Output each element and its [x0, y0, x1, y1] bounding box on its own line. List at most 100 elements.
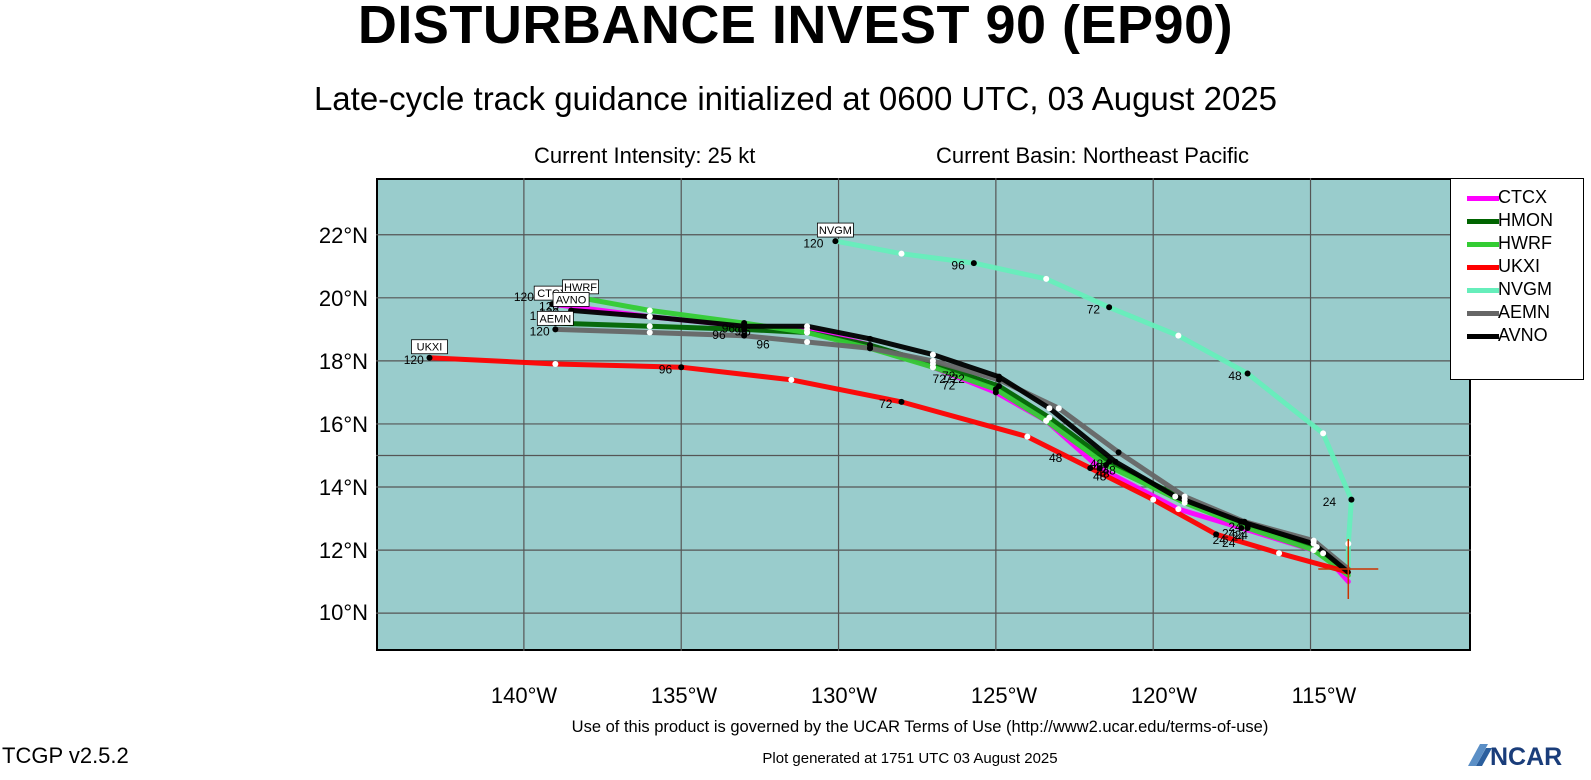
track-point [929, 364, 936, 371]
track-point [1348, 496, 1355, 503]
track-point [788, 376, 795, 383]
forecast-hour-label: 48 [1049, 451, 1063, 465]
legend-item-ukxi: UKXI [1451, 256, 1585, 279]
forecast-hour-label: 96 [712, 328, 726, 342]
forecast-hour-label: 48 [1102, 463, 1116, 477]
track-end-label: AVNO [556, 294, 587, 306]
track-point [1150, 496, 1157, 503]
forecast-hour-label: 96 [734, 325, 748, 339]
forecast-hour-label: 96 [659, 363, 673, 377]
track-point [898, 250, 905, 257]
track-point [1112, 458, 1119, 465]
lat-label: 12°N [318, 538, 368, 563]
forecast-hour-label: 72 [942, 378, 956, 392]
lon-label: 130°W [810, 683, 878, 708]
track-point [898, 398, 905, 405]
forecast-hour-label: 24 [1222, 536, 1236, 550]
lat-label: 20°N [318, 286, 368, 311]
forecast-hour-label: 24 [1213, 533, 1227, 547]
forecast-hour-label: 72 [942, 369, 956, 383]
forecast-hour-label: 72 [933, 372, 947, 386]
version-label: TCGP v2.5.2 [2, 743, 129, 768]
track-point [804, 338, 811, 345]
track-point [867, 345, 874, 352]
track-point [1115, 449, 1122, 456]
page-subtitle: Late-cycle track guidance initialized at… [313, 80, 1278, 117]
forecast-hour-label: 96 [756, 337, 770, 351]
track-point [1238, 525, 1245, 532]
track-point [426, 354, 433, 361]
forecast-hour-label: 24 [1323, 495, 1337, 509]
legend-label: HWRF [1498, 233, 1552, 253]
track-point [970, 260, 977, 267]
current-basin: Current Basin: Northeast Pacific [936, 143, 1250, 168]
legend-swatch [1467, 196, 1499, 201]
track-point [1175, 332, 1182, 339]
forecast-hour-label: 96 [737, 325, 751, 339]
track-point [1172, 493, 1179, 500]
forecast-hour-label: 24 [1231, 530, 1245, 544]
track-point [804, 323, 811, 330]
forecast-hour-label: 120 [514, 290, 534, 304]
lon-label: 140°W [490, 683, 558, 708]
forecast-hour-label: 48 [1228, 369, 1242, 383]
track-end-box [816, 222, 854, 238]
forecast-hour-label: 72 [945, 372, 959, 386]
lon-label: 115°W [1291, 683, 1357, 708]
legend-swatch [1467, 288, 1499, 293]
legend-swatch [1467, 242, 1499, 247]
generated-timestamp: Plot generated at 1751 UTC 03 August 202… [762, 750, 1058, 767]
track-point [1181, 493, 1188, 500]
track-point [1181, 499, 1188, 506]
legend-label: UKXI [1498, 256, 1541, 276]
legend: CTCX HMON HWRF UKXI NVGM AEMN AVNO [1450, 178, 1584, 380]
lon-label: 135°W [650, 683, 718, 708]
forecast-hour-label: 120 [803, 236, 823, 250]
legend-label: CTCX [1498, 187, 1547, 207]
track-point [1213, 531, 1220, 538]
track-point [1043, 417, 1050, 424]
track-point [1310, 540, 1317, 547]
lat-label: 14°N [318, 475, 368, 500]
legend-swatch [1467, 334, 1499, 339]
track-point [1106, 304, 1113, 311]
track-end-label: AEMN [539, 313, 571, 325]
track-point [741, 323, 748, 330]
svg-text:NCAR: NCAR [1490, 743, 1562, 770]
track-point [929, 351, 936, 358]
track-point [996, 373, 1003, 380]
track-point [552, 326, 559, 333]
legend-label: NVGM [1498, 279, 1552, 299]
legend-swatch [1467, 311, 1499, 316]
forecast-hour-label: 24 [1235, 528, 1249, 542]
track-point [929, 357, 936, 364]
track-point [1244, 525, 1251, 532]
track-point [1175, 506, 1182, 513]
lat-label: 18°N [318, 349, 368, 374]
track-point [832, 238, 839, 245]
legend-swatch [1467, 265, 1499, 270]
forecast-hour-label: 72 [879, 397, 893, 411]
forecast-hour-label: 72 [1087, 303, 1101, 317]
legend-item-hmon: HMON [1451, 210, 1585, 233]
ncar-logo: NCAR [1468, 743, 1562, 770]
legend-item-avno: AVNO [1451, 325, 1585, 348]
lon-label: 125°W [970, 683, 1038, 708]
legend-item-nvgm: NVGM [1451, 279, 1585, 302]
track-point [678, 364, 685, 371]
track-point [1244, 370, 1251, 377]
page-title: DISTURBANCE INVEST 90 (EP90) [357, 0, 1234, 55]
track-point [1238, 518, 1245, 525]
lat-label: 22°N [318, 223, 368, 248]
track-point [1096, 465, 1103, 472]
legend-item-hwrf: HWRF [1451, 233, 1585, 256]
track-point [552, 361, 559, 368]
legend-label: AVNO [1498, 325, 1548, 345]
track-map: 24 48 72 96 120 24 48 72 96 120 24 48 72 96 120 24 48 72 9… [376, 178, 1471, 651]
forecast-hour-label: 48 [1093, 470, 1107, 484]
track-end-box [411, 339, 448, 355]
track-point [1024, 433, 1031, 440]
track-point [646, 307, 653, 314]
forecast-hour-label: 24 [1228, 520, 1242, 534]
lat-label: 10°N [318, 600, 368, 625]
